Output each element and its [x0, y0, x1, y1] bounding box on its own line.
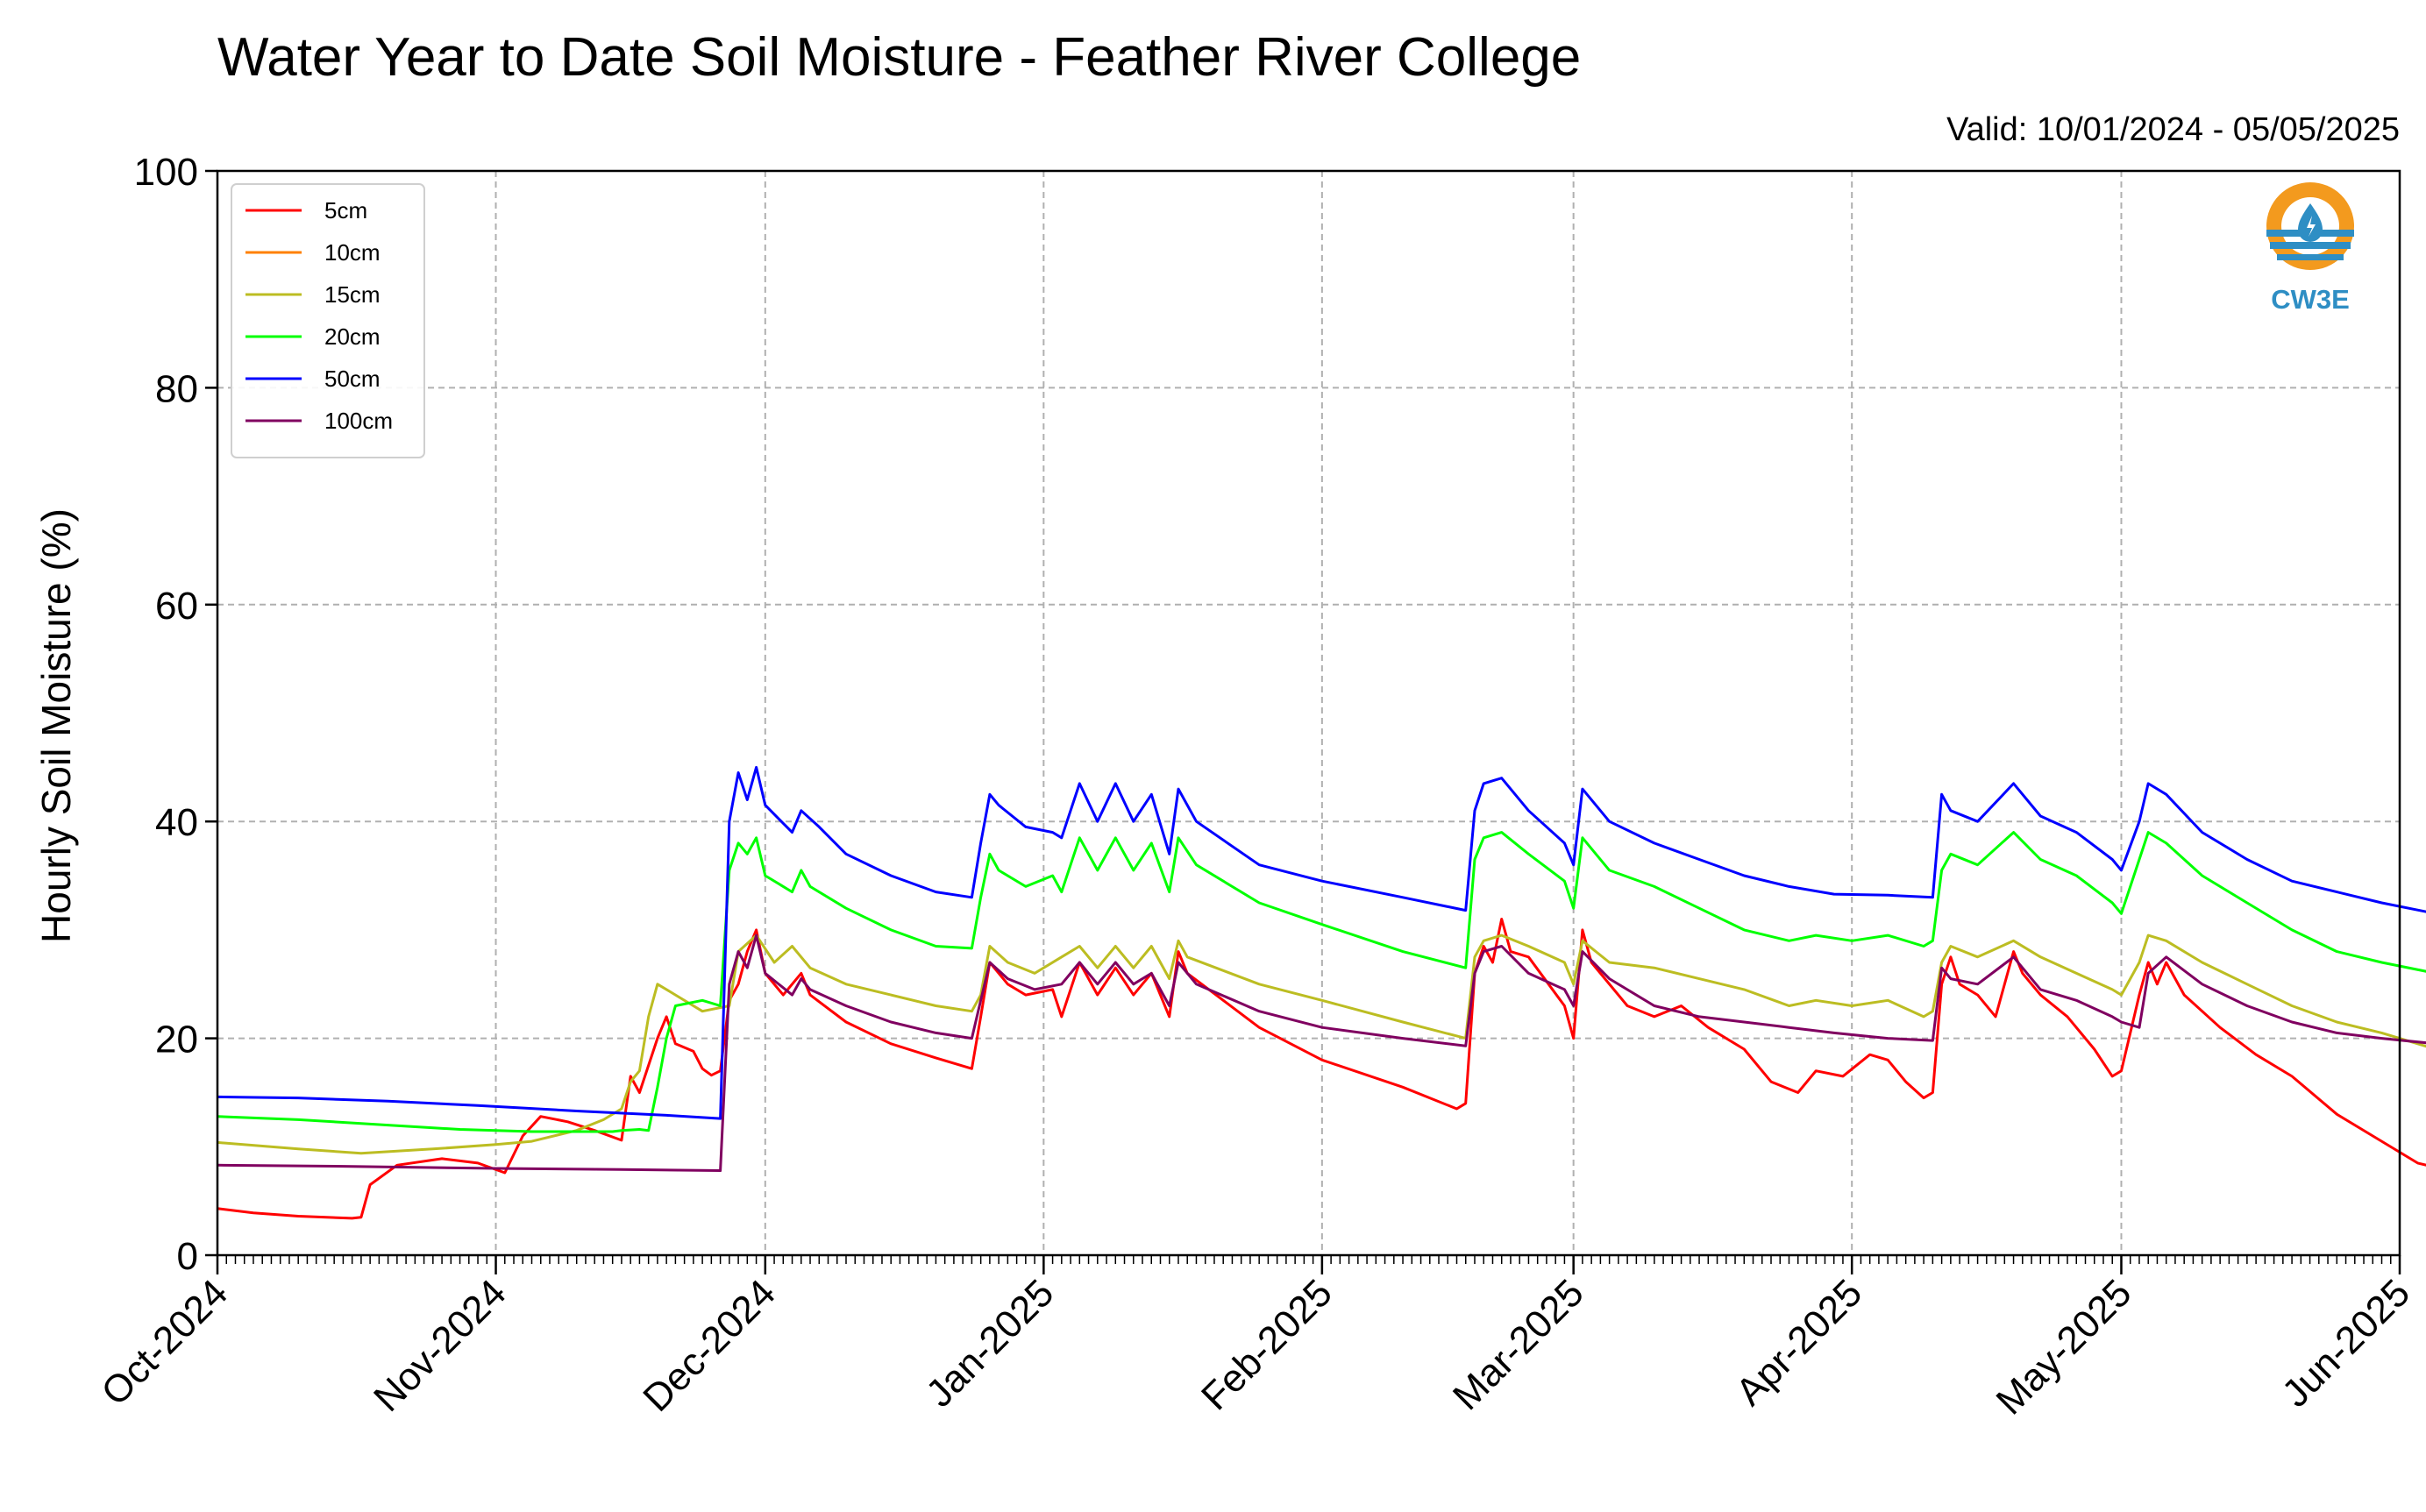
legend: 5cm 10cm 15cm 20cm 50cm 100cm	[231, 183, 425, 458]
x-tick-labels: Oct-2024 Nov-2024 Dec-2024 Jan-2025 Feb-2025…	[93, 1271, 2418, 1423]
x-tick-label: Jun-2025	[2274, 1271, 2418, 1415]
x-tick-label: May-2025	[1988, 1271, 2140, 1423]
chart-subtitle: Valid: 10/01/2024 - 05/05/2025	[1946, 111, 2400, 148]
cw3e-logo: CW3E	[2266, 182, 2354, 315]
series-line-100cm	[217, 933, 2426, 1172]
drop-highlight	[2307, 216, 2316, 237]
logo-water-band-2	[2270, 242, 2351, 249]
legend-label-20cm: 20cm	[324, 323, 381, 350]
y-tick-label: 40	[155, 801, 198, 844]
y-tick-labels: 0 20 40 60 80 100	[134, 151, 198, 1278]
chart-title: Water Year to Date Soil Moisture - Feath…	[217, 27, 1581, 88]
y-tick-label: 0	[177, 1235, 198, 1278]
series-lines	[217, 765, 2426, 1220]
y-axis-label: Hourly Soil Moisture (%)	[33, 508, 79, 943]
axes	[205, 169, 2401, 1274]
x-tick-label: Apr-2025	[1728, 1271, 1871, 1414]
logo-text: CW3E	[2271, 284, 2350, 315]
y-tick-label: 60	[155, 585, 198, 628]
y-tick-label: 20	[155, 1019, 198, 1061]
y-tick-label: 80	[155, 367, 198, 410]
series-line-50cm	[217, 765, 2426, 1120]
legend-label-50cm: 50cm	[324, 366, 381, 392]
series-line-5cm	[217, 918, 2426, 1220]
logo-water-band-3	[2277, 254, 2344, 260]
legend-label-10cm: 10cm	[324, 239, 381, 266]
x-tick-label: Feb-2025	[1193, 1271, 1341, 1418]
grid-lines	[217, 171, 2400, 1255]
legend-label-15cm: 15cm	[324, 281, 381, 308]
plot-frame	[216, 169, 2401, 1257]
x-tick-label: Oct-2024	[93, 1271, 236, 1414]
x-tick-label: Jan-2025	[918, 1271, 1062, 1415]
x-tick-label: Dec-2024	[635, 1271, 784, 1420]
legend-label-100cm: 100cm	[324, 408, 393, 434]
y-tick-label: 100	[134, 151, 198, 194]
series-line-20cm	[217, 831, 2426, 1133]
series-line-15cm	[217, 933, 2426, 1155]
legend-label-5cm: 5cm	[324, 197, 367, 224]
x-tick-label: Mar-2025	[1445, 1271, 1592, 1418]
x-tick-label: Nov-2024	[366, 1271, 515, 1420]
